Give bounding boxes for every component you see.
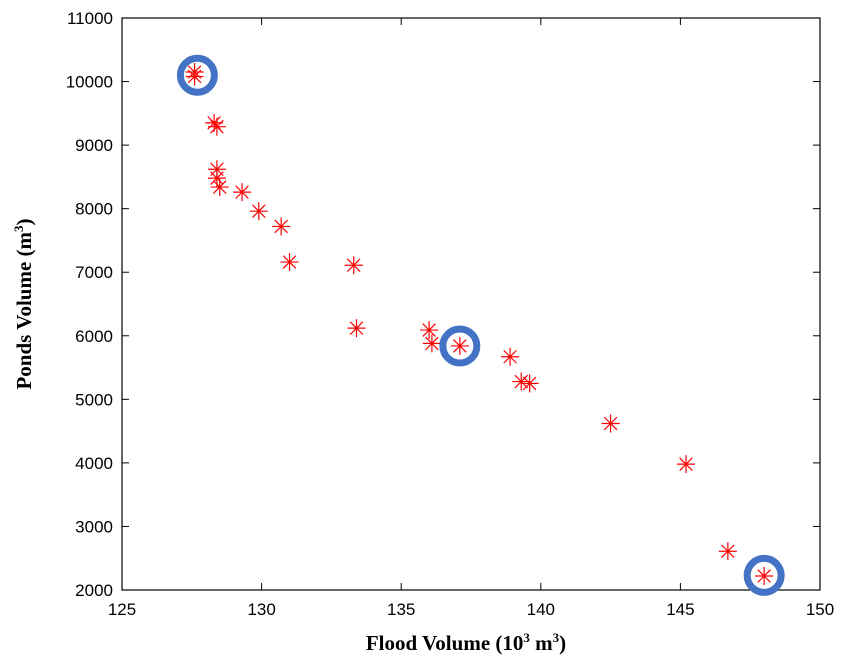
y-tick-label: 8000 [75,200,113,219]
plot-area [122,18,820,590]
data-point [186,67,204,85]
y-tick-label: 9000 [75,136,113,155]
x-tick-label: 130 [247,600,275,619]
data-point [420,321,438,339]
x-axis-title: Flood Volume (103 m3) [366,630,566,655]
y-tick-label: 4000 [75,454,113,473]
y-tick-label: 2000 [75,581,113,600]
data-point [451,337,469,355]
y-tick-label: 6000 [75,327,113,346]
y-tick-label: 11000 [67,9,113,28]
y-tick-label: 3000 [75,517,113,536]
data-point [233,183,251,201]
x-tick-label: 135 [387,600,415,619]
y-tick-label: 7000 [75,263,113,282]
y-tick-label: 10000 [66,73,113,92]
data-point [250,202,268,220]
x-tick-label: 140 [527,600,555,619]
data-point [602,414,620,432]
data-point [211,178,229,196]
data-point [521,374,539,392]
y-axis-title: Ponds Volume (m3) [11,218,36,389]
x-tick-label: 125 [108,600,136,619]
data-point [755,567,773,585]
data-point [501,348,519,366]
data-point [348,319,366,337]
data-point [272,217,290,235]
data-point [345,256,363,274]
x-tick-label: 150 [806,600,834,619]
data-point [677,455,695,473]
y-tick-label: 5000 [75,390,113,409]
x-tick-label: 145 [666,600,694,619]
data-point [281,253,299,271]
data-point [719,542,737,560]
data-point [208,118,226,136]
data-point [423,334,441,352]
